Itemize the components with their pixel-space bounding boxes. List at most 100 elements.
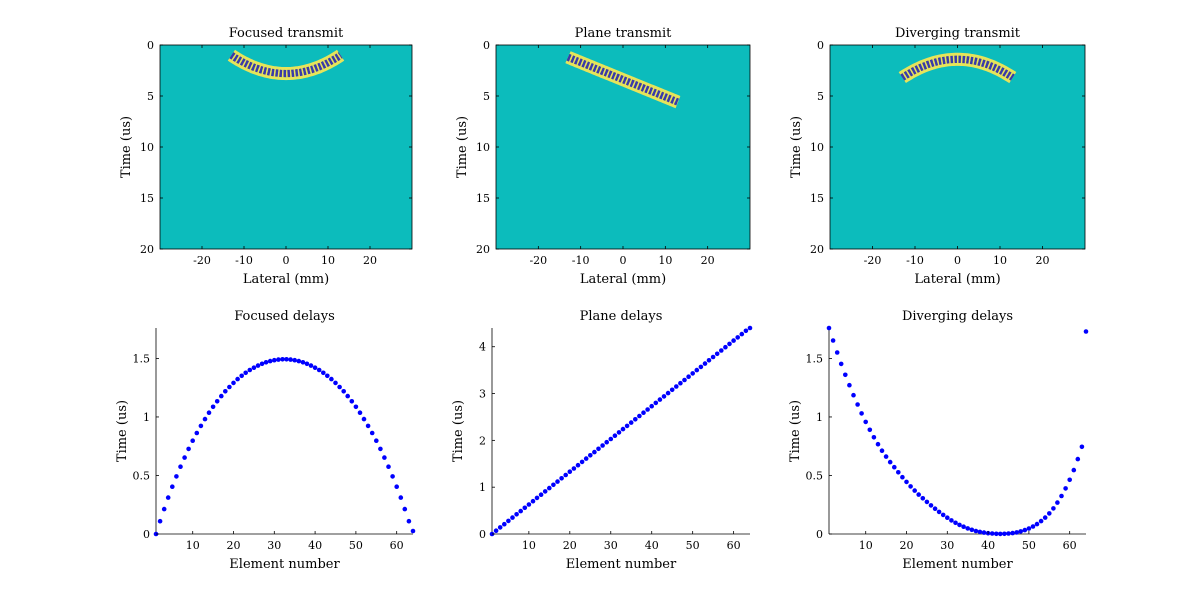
data-point xyxy=(186,446,191,452)
y-tick-label: 1 xyxy=(143,411,150,424)
data-point xyxy=(243,370,248,376)
x-tick-label: 30 xyxy=(604,539,618,552)
panel-2: Plane transmit -20 -10 0 10 20 0 5 10 15 20 Lateral… xyxy=(455,26,751,287)
x-tick-label: 0 xyxy=(954,254,961,267)
x-axis-label: Lateral (mm) xyxy=(580,272,666,287)
x-tick-label: 40 xyxy=(981,539,995,552)
chart-title: Focused transmit xyxy=(229,26,344,41)
data-point xyxy=(998,531,1003,537)
y-tick-label: 10 xyxy=(476,141,490,154)
data-point xyxy=(977,529,983,535)
y-axis-label: Time (us) xyxy=(788,400,803,462)
data-point xyxy=(994,531,999,537)
panel-5: Plane delays 10 20 30 40 50 60 0 1 2 3 4 Element num… xyxy=(451,309,753,572)
data-point xyxy=(912,488,917,493)
data-point xyxy=(223,389,228,394)
data-point xyxy=(329,376,334,382)
data-point xyxy=(604,439,609,445)
data-point xyxy=(410,528,416,534)
data-point xyxy=(735,335,740,340)
data-point xyxy=(1014,530,1019,535)
data-point xyxy=(674,384,679,389)
data-point xyxy=(969,527,975,533)
data-point xyxy=(178,464,183,470)
y-tick-label: 0.5 xyxy=(806,469,824,482)
data-point xyxy=(612,433,618,439)
data-point xyxy=(1047,511,1052,516)
y-tick-label: 5 xyxy=(483,90,490,103)
x-axis-label: Lateral (mm) xyxy=(243,272,329,287)
data-points xyxy=(489,325,753,537)
data-point xyxy=(182,455,187,460)
data-point xyxy=(308,363,314,368)
data-point xyxy=(731,338,736,343)
data-point xyxy=(608,436,614,442)
data-point xyxy=(989,531,995,536)
data-point xyxy=(510,515,515,520)
x-axis-label: Element number xyxy=(902,557,1013,572)
y-tick-label: 2 xyxy=(479,434,486,447)
data-point xyxy=(1018,529,1023,534)
data-point xyxy=(879,448,885,454)
x-tick-label: 30 xyxy=(940,539,954,552)
data-point xyxy=(345,393,351,399)
data-point xyxy=(867,427,873,433)
y-axis-label: Time (us) xyxy=(451,400,466,462)
y-tick-label: 20 xyxy=(810,243,824,256)
data-point xyxy=(378,446,383,452)
x-tick-label: -10 xyxy=(906,254,924,267)
wavefront-ripple xyxy=(901,58,1014,79)
data-point xyxy=(863,419,868,425)
data-point xyxy=(1022,527,1028,533)
x-tick-label: 30 xyxy=(267,539,281,552)
data-point xyxy=(1067,477,1072,483)
data-point xyxy=(304,361,310,367)
data-point xyxy=(686,374,691,380)
data-point xyxy=(165,495,171,500)
data-point xyxy=(875,441,881,447)
y-tick-label: 0 xyxy=(483,39,490,52)
data-point xyxy=(916,492,921,497)
data-point xyxy=(920,496,926,501)
x-tick-label: 20 xyxy=(701,254,715,267)
data-point xyxy=(665,390,671,396)
data-point xyxy=(369,430,375,436)
data-point xyxy=(402,506,408,512)
data-point xyxy=(219,393,224,399)
y-tick-label: 0 xyxy=(479,528,486,541)
data-point xyxy=(506,518,511,524)
data-point xyxy=(965,526,970,531)
data-point xyxy=(981,530,987,535)
field-background xyxy=(830,45,1085,249)
data-point xyxy=(394,484,400,490)
data-point xyxy=(526,502,532,507)
data-point xyxy=(296,358,302,364)
data-point xyxy=(1002,531,1007,537)
data-point xyxy=(1055,500,1060,505)
data-point xyxy=(723,344,728,350)
data-point xyxy=(542,489,548,494)
x-tick-label: 60 xyxy=(390,539,404,552)
data-point xyxy=(1030,524,1036,529)
y-tick-label: 1.5 xyxy=(806,352,824,365)
data-point xyxy=(641,410,646,416)
x-tick-label: 10 xyxy=(186,539,200,552)
data-point xyxy=(743,328,749,334)
data-point xyxy=(616,430,622,435)
data-point xyxy=(838,361,844,367)
data-point xyxy=(624,423,630,429)
data-point xyxy=(843,372,848,378)
data-point xyxy=(235,376,240,382)
y-tick-label: 0 xyxy=(143,528,150,541)
x-tick-label: 60 xyxy=(1063,539,1077,552)
y-tick-label: 1.5 xyxy=(133,352,151,365)
x-axis-label: Element number xyxy=(229,557,340,572)
data-point xyxy=(669,387,675,393)
x-tick-label: -20 xyxy=(864,254,882,267)
x-tick-label: 40 xyxy=(308,539,322,552)
data-point xyxy=(263,360,269,365)
data-point xyxy=(702,361,708,366)
x-tick-label: 10 xyxy=(859,539,873,552)
data-point xyxy=(826,325,832,331)
data-point xyxy=(714,351,720,357)
